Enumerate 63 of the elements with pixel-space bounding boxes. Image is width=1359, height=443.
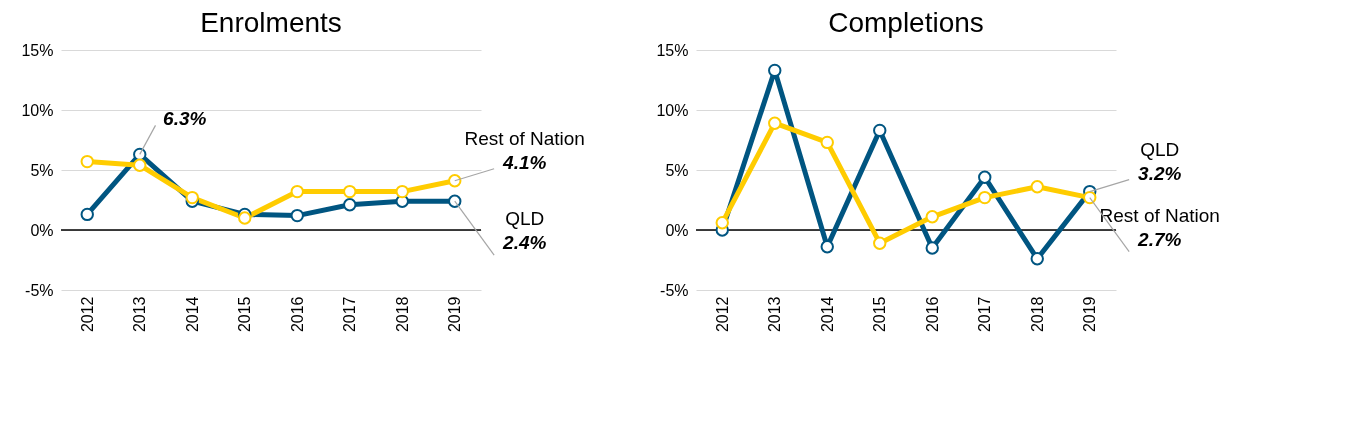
x-tick-label: 2018 xyxy=(393,296,411,333)
x-tick-label: 2013 xyxy=(766,296,784,333)
y-tick-label: 5% xyxy=(665,161,689,179)
y-tick-label: 10% xyxy=(21,101,54,119)
point xyxy=(290,208,304,223)
point xyxy=(448,194,462,208)
x-tick-label: 2017 xyxy=(976,296,994,333)
series-label: Rest of Nation xyxy=(464,127,585,149)
point xyxy=(448,174,462,188)
annotation: 2.7% xyxy=(1137,228,1182,250)
annotation: 2.4% xyxy=(502,232,547,254)
point xyxy=(1083,190,1097,205)
point xyxy=(80,154,94,169)
text: QLD xyxy=(505,208,545,230)
point xyxy=(768,116,782,130)
x-tick-label: 2018 xyxy=(1028,296,1046,333)
point xyxy=(925,241,939,255)
x-tick-label: 2014 xyxy=(818,296,836,333)
point xyxy=(820,240,834,254)
y-tick-label: 15% xyxy=(656,41,689,59)
x-tick-label: 2019 xyxy=(446,296,464,333)
y-tick-label: 5% xyxy=(30,161,54,179)
point xyxy=(395,184,409,199)
point xyxy=(343,184,357,199)
y-tick-label: 0% xyxy=(30,221,54,239)
point xyxy=(1030,180,1044,194)
point xyxy=(290,184,304,199)
x-tick-label: 2015 xyxy=(871,296,889,333)
y-tick-label: -5% xyxy=(25,281,54,299)
x-tick-label: 2019 xyxy=(1081,296,1099,333)
x-tick-label: 2013 xyxy=(131,296,149,333)
series-label: Rest of Nation xyxy=(1099,204,1220,226)
point xyxy=(873,123,887,138)
point xyxy=(978,170,992,184)
y-tick-label: 15% xyxy=(21,41,54,59)
y-tick-label: 0% xyxy=(665,221,689,239)
y-tick-label: -5% xyxy=(660,281,689,299)
x-tick-label: 2016 xyxy=(288,296,306,333)
x-tick-label: 2014 xyxy=(183,296,201,333)
point xyxy=(715,216,729,230)
chart-title: Completions xyxy=(828,7,984,38)
point xyxy=(133,158,147,172)
point xyxy=(873,236,887,250)
point xyxy=(978,190,992,205)
point xyxy=(820,135,834,150)
annotation: 3.2% xyxy=(1138,162,1182,184)
x-tick-label: 2016 xyxy=(923,296,941,333)
point xyxy=(768,63,782,78)
x-tick-label: 2012 xyxy=(78,296,96,333)
annotation: 4.1% xyxy=(502,151,547,173)
chart-title: Enrolments xyxy=(200,7,342,38)
point xyxy=(343,198,357,212)
x-tick-label: 2017 xyxy=(341,296,359,333)
point xyxy=(925,210,939,224)
point xyxy=(238,211,252,225)
point xyxy=(185,190,199,205)
x-tick-label: 2012 xyxy=(713,296,731,333)
x-tick-label: 2015 xyxy=(236,296,254,333)
annotation: 6.3% xyxy=(163,108,207,130)
point xyxy=(80,207,94,222)
y-tick-label: 10% xyxy=(656,101,689,119)
point xyxy=(1030,252,1044,266)
text: QLD xyxy=(1140,138,1180,160)
